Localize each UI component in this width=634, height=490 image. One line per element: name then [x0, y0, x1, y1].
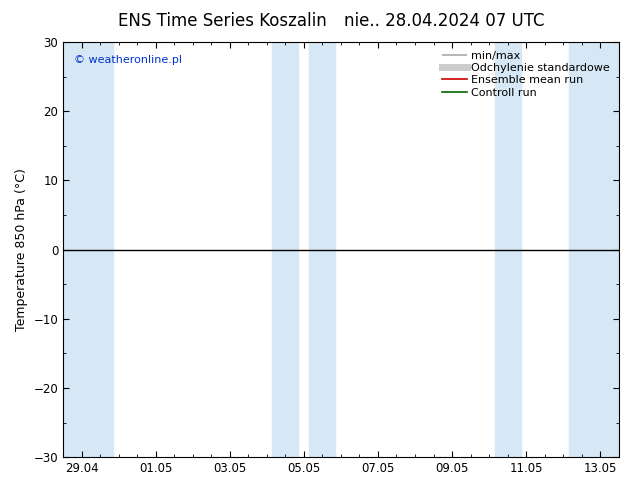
- Text: nie.. 28.04.2024 07 UTC: nie.. 28.04.2024 07 UTC: [344, 12, 544, 30]
- Y-axis label: Temperature 850 hPa (°C): Temperature 850 hPa (°C): [15, 168, 28, 331]
- Text: ENS Time Series Koszalin: ENS Time Series Koszalin: [117, 12, 327, 30]
- Legend: min/max, Odchylenie standardowe, Ensemble mean run, Controll run: min/max, Odchylenie standardowe, Ensembl…: [439, 48, 613, 101]
- Bar: [569, 42, 619, 457]
- Bar: [63, 42, 113, 457]
- Bar: [273, 42, 299, 457]
- Text: © weatheronline.pl: © weatheronline.pl: [74, 54, 183, 65]
- Bar: [309, 42, 335, 457]
- Bar: [495, 42, 521, 457]
